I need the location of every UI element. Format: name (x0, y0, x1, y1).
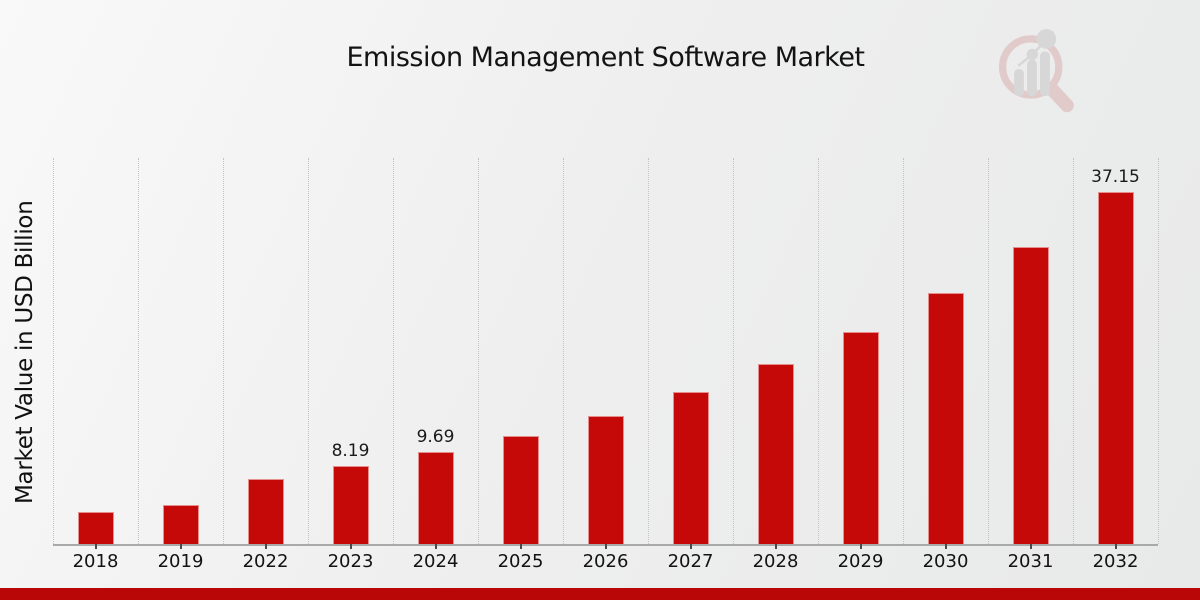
footer-accent-bar (0, 588, 1200, 600)
x-tick-label-2018: 2018 (72, 551, 119, 572)
x-axis-tick (519, 544, 522, 549)
y-axis-label: Market Value in USD Billion (12, 200, 38, 504)
gridline (648, 158, 649, 544)
bar-value-label-2024: 9.69 (416, 427, 455, 447)
x-tick-label-2024: 2024 (412, 551, 459, 572)
gridline (393, 158, 394, 544)
x-axis-tick (264, 544, 267, 549)
chart-title: Emission Management Software Market (346, 42, 865, 73)
bar-2032 (1097, 192, 1134, 544)
x-axis-tick (689, 544, 692, 549)
gridline (1073, 158, 1074, 544)
logo-growth-bars (1014, 29, 1057, 97)
gridline (563, 158, 564, 544)
gridline (478, 158, 479, 544)
x-tick-label-2025: 2025 (497, 551, 544, 572)
x-tick-label-2026: 2026 (582, 551, 629, 572)
x-tick-label-2032: 2032 (1092, 551, 1139, 572)
bar-2019 (162, 505, 199, 544)
bar-value-label-2032: 37.15 (1091, 167, 1140, 187)
gridline (1158, 158, 1159, 544)
gridline (138, 158, 139, 544)
x-tick-label-2031: 2031 (1007, 551, 1054, 572)
gridline (733, 158, 734, 544)
bar-2031 (1012, 247, 1049, 544)
x-tick-label-2023: 2023 (327, 551, 374, 572)
x-axis-tick (349, 544, 352, 549)
x-axis-tick (944, 544, 947, 549)
bar-2025 (502, 436, 539, 544)
gridline (308, 158, 309, 544)
gridline (988, 158, 989, 544)
gridline (53, 158, 54, 544)
x-axis-tick (179, 544, 182, 549)
bar-2018 (77, 512, 114, 544)
x-axis-tick (604, 544, 607, 549)
gridline (903, 158, 904, 544)
x-axis-tick (1114, 544, 1117, 549)
gridline (223, 158, 224, 544)
x-tick-label-2022: 2022 (242, 551, 289, 572)
bar-2028 (757, 364, 794, 544)
x-tick-label-2029: 2029 (837, 551, 884, 572)
bar-2029 (842, 332, 879, 544)
x-tick-label-2030: 2030 (922, 551, 969, 572)
bar-2027 (672, 392, 709, 544)
plot-area: 2018 2019 2022 8.19 2023 9.69 2024 2025 2026 2027… (53, 158, 1159, 572)
x-axis-tick (434, 544, 437, 549)
magnifier-bar-chart-logo-icon (998, 29, 1074, 113)
bar-value-label-2023: 8.19 (331, 441, 370, 461)
bar-2022 (247, 479, 284, 544)
x-tick-label-2019: 2019 (157, 551, 204, 572)
x-axis-tick (1029, 544, 1032, 549)
x-axis-tick (94, 544, 97, 549)
x-tick-label-2028: 2028 (752, 551, 799, 572)
bar-2026 (587, 416, 624, 544)
bar-2023 (332, 466, 369, 544)
x-axis-tick (859, 544, 862, 549)
bar-2024 (417, 452, 454, 544)
x-axis-tick (774, 544, 777, 549)
bar-2030 (927, 293, 964, 544)
gridline (818, 158, 819, 544)
x-tick-label-2027: 2027 (667, 551, 714, 572)
